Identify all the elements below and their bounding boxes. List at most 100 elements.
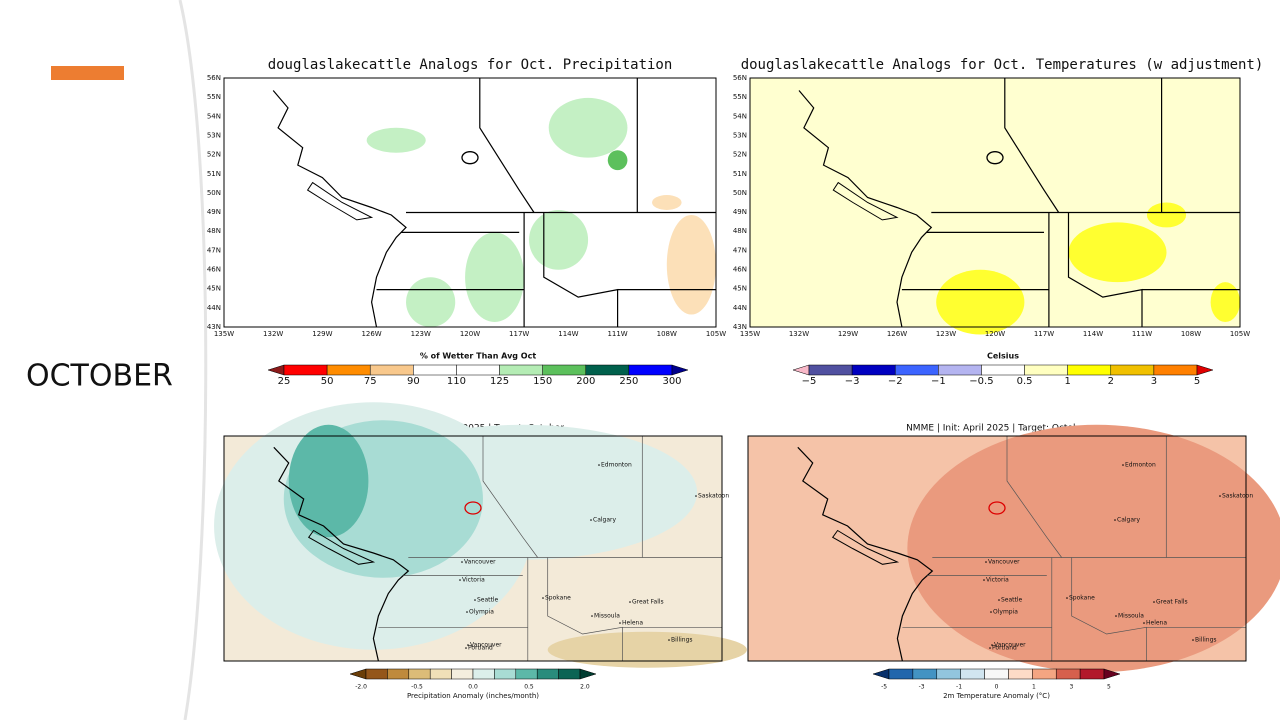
colorbar-label: 1 xyxy=(1064,376,1070,387)
colorbar-segment xyxy=(387,668,410,680)
border xyxy=(1067,212,1143,327)
border xyxy=(1004,78,1060,213)
colorbar-segment xyxy=(912,668,938,680)
lat-label: 54N xyxy=(733,112,747,120)
lat-label: 51N xyxy=(207,170,221,178)
colorbar-segment xyxy=(408,668,431,680)
colorbar-segment xyxy=(628,364,673,376)
lon-label: 105W xyxy=(1230,330,1250,338)
city-marker xyxy=(542,597,544,599)
anomaly-region xyxy=(547,631,747,668)
lon-label: 108W xyxy=(1181,330,1201,338)
city-label: Seattle xyxy=(477,597,499,604)
colorbar-segment xyxy=(1008,668,1033,680)
lon-label: 123W xyxy=(411,330,431,338)
colorbar-end xyxy=(349,668,367,680)
island xyxy=(306,181,374,221)
outline-contour xyxy=(986,151,1004,165)
city-label: Olympia xyxy=(469,609,494,616)
lon-label: 117W xyxy=(509,330,529,338)
colorbar-label: 75 xyxy=(364,376,377,387)
anomaly-region xyxy=(366,127,426,153)
lat-label: 43N xyxy=(733,323,747,331)
colorbar-segment xyxy=(1153,364,1198,376)
colorbar-segment xyxy=(542,364,587,376)
colorbar-segment xyxy=(499,364,543,376)
lon-label: 126W xyxy=(361,330,381,338)
anomaly-region xyxy=(652,195,682,210)
city-marker xyxy=(466,611,468,613)
city-label: Olympia xyxy=(993,609,1018,616)
lon-label: 114W xyxy=(1083,330,1103,338)
colorbar-segment xyxy=(326,364,371,376)
city-marker xyxy=(465,647,467,649)
colorbar-end xyxy=(872,668,890,680)
lat-label: 53N xyxy=(733,131,747,139)
map-frame xyxy=(223,435,723,662)
lon-label: 120W xyxy=(985,330,1005,338)
city-marker xyxy=(591,615,593,617)
city-marker xyxy=(461,561,463,563)
lat-label: 54N xyxy=(207,112,221,120)
lat-label: 44N xyxy=(207,304,221,312)
colorbar-title: % of Wetter Than Avg Oct xyxy=(420,352,537,361)
island xyxy=(831,529,900,565)
lon-label: 120W xyxy=(460,330,480,338)
accent-bar xyxy=(51,66,124,80)
colorbar-segment xyxy=(494,668,517,680)
colorbar-segment xyxy=(558,668,581,680)
city-marker xyxy=(598,464,600,466)
city-label: Victoria xyxy=(462,577,485,584)
panels: douglaslakecattle Analogs for Oct. Preci… xyxy=(207,57,1280,700)
colorbar-label: -3 xyxy=(919,684,925,691)
lat-label: 49N xyxy=(207,208,221,216)
border xyxy=(1006,436,1062,558)
colorbar-segment xyxy=(960,668,985,680)
city-label: Edmonton xyxy=(1125,462,1156,469)
colorbar-end xyxy=(579,668,597,680)
colorbar-label: −3 xyxy=(845,376,860,387)
city-marker xyxy=(1122,464,1124,466)
colorbar-segment xyxy=(1024,364,1068,376)
colorbar-end xyxy=(792,364,810,376)
lat-label: 52N xyxy=(207,151,221,159)
city-marker xyxy=(467,644,469,646)
anomaly-region xyxy=(465,232,525,323)
lat-label: 52N xyxy=(733,151,747,159)
city-marker xyxy=(1192,639,1194,641)
anomaly-region xyxy=(936,269,1025,335)
city-marker xyxy=(459,579,461,581)
lat-label: 46N xyxy=(733,266,747,274)
colorbar-label: 0 xyxy=(995,684,999,691)
slide-divider xyxy=(178,0,208,720)
colorbar-segment xyxy=(1079,668,1105,680)
panel-title: douglaslakecattle Analogs for Oct. Tempe… xyxy=(741,57,1264,73)
lon-label: 111W xyxy=(607,330,627,338)
anomaly-region xyxy=(548,97,628,158)
colorbar-label: 0.5 xyxy=(1017,376,1033,387)
city-label: Vancouver xyxy=(470,642,502,649)
colorbar-title: Precipitation Anomaly (inches/month) xyxy=(407,692,539,700)
colorbar-label: 90 xyxy=(407,376,420,387)
lat-label: 50N xyxy=(207,189,221,197)
border xyxy=(547,557,623,661)
lat-label: 45N xyxy=(733,285,747,293)
colorbar-end xyxy=(1196,364,1214,376)
colorbar-segment xyxy=(938,364,982,376)
colorbar-title: Celsius xyxy=(987,352,1019,361)
coastline xyxy=(798,90,933,328)
map-frame xyxy=(223,77,717,328)
panel-title: douglaslakecattle Analogs for Oct. Preci… xyxy=(268,57,673,73)
anomaly-region xyxy=(1210,282,1241,323)
city-marker xyxy=(590,519,592,521)
city-marker xyxy=(989,647,991,649)
lon-label: 129W xyxy=(838,330,858,338)
city-label: Portland xyxy=(992,645,1017,652)
city-label: Edmonton xyxy=(601,462,632,469)
lat-label: 55N xyxy=(733,93,747,101)
city-marker xyxy=(629,601,631,603)
colorbar-segment xyxy=(585,364,630,376)
city-marker xyxy=(668,639,670,641)
lon-label: 117W xyxy=(1034,330,1054,338)
city-label: Great Falls xyxy=(632,599,664,606)
